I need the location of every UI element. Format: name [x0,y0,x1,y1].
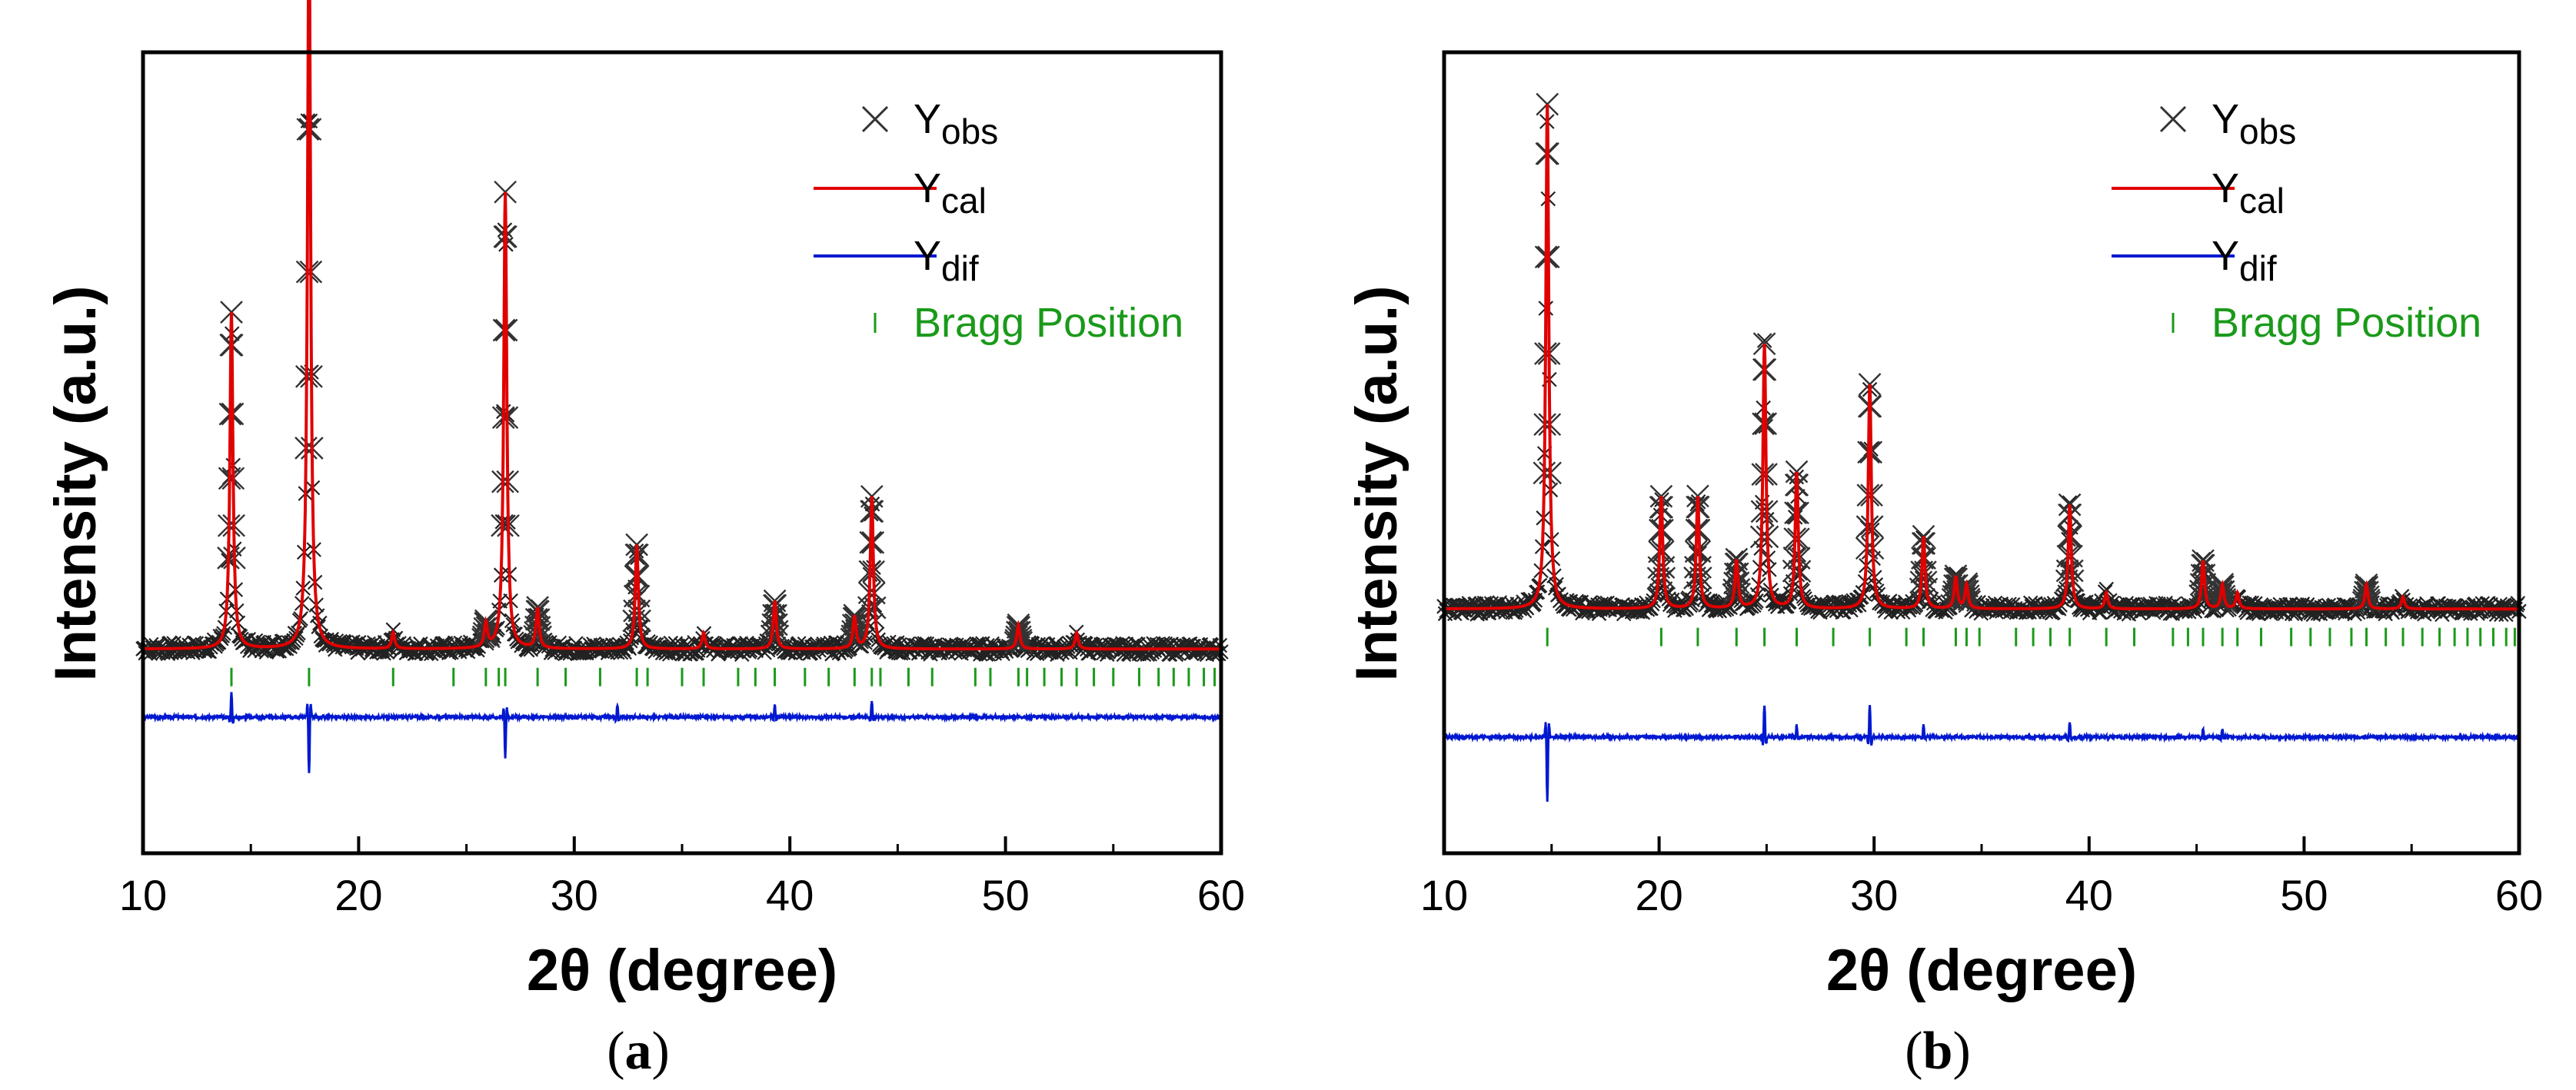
x-tick-label: 10 [1420,871,1468,919]
x-tick-label: 30 [551,871,598,919]
difference-line [1443,705,2520,802]
observed-series [1436,92,2527,623]
legend-label-main: Y [914,96,941,142]
legend-label-sub: cal [2239,181,2285,221]
x-tick-label: 40 [766,871,814,919]
panel-a: 10 20 30 40 50 60 2θ (degree) Intensity (a.u.) Y… [43,0,1245,1081]
legend-label-main: Bragg Position [914,300,1183,346]
legend-label: Yobs [914,96,998,151]
panel-label: (b) [1905,1022,1971,1081]
x-tick-label: 50 [981,871,1029,919]
legend-label-main: Y [2212,165,2239,211]
panel-label-letter: b [1923,1022,1953,1081]
calculated-line [1444,104,2519,611]
legend-marker-cross [861,105,889,133]
legend-label: Ycal [914,165,987,221]
panel-label-open: ( [607,1022,624,1081]
x-tick-label: 30 [1850,871,1898,919]
legend-label: Ydif [914,233,979,288]
legend-label: Yobs [2212,96,2296,151]
legend-label-main: Bragg Position [2212,300,2481,346]
x-tick-label: 10 [119,871,167,919]
x-tick-label: 20 [1635,871,1682,919]
x-axis-title: 2θ (degree) [527,938,837,1003]
legend-label-main: Y [2212,233,2239,279]
panel-label-open: ( [1905,1022,1922,1081]
difference-line [142,692,1222,773]
legend-label: Ydif [2212,233,2277,288]
y-axis-title: Intensity (a.u.) [43,285,108,681]
legend-label-sub: cal [941,181,987,221]
panel-b: 10 20 30 40 50 60 2θ (degree) Intensity (a.u.) Y… [1344,50,2543,1081]
x-tick-label: 60 [1197,871,1245,919]
x-tick-label: 50 [2280,871,2328,919]
panel-label-letter: a [625,1022,652,1081]
legend-label-main: Y [914,165,941,211]
legend-label-sub: dif [941,248,979,288]
legend-label: Bragg Position [2212,300,2481,346]
legend-label: Ycal [2212,165,2285,221]
x-axis-title: 2θ (degree) [1826,938,2137,1003]
legend-label-sub: obs [2239,111,2296,151]
calculated-line [143,0,1221,651]
legend-label-sub: obs [941,111,998,151]
x-tick-label: 60 [2495,871,2543,919]
x-tick-label: 40 [2065,871,2113,919]
plot-frame [1442,50,2521,856]
observed-points [1436,114,2527,623]
panel-label: (a) [607,1022,670,1081]
legend-label-main: Y [914,233,941,279]
x-tick-label: 20 [334,871,382,919]
legend-label-main: Y [2212,96,2239,142]
bragg-positions [1546,627,2516,646]
legend-label-sub: dif [2239,248,2277,288]
legend-label: Bragg Position [914,300,1183,346]
panel-label-close: ) [652,1022,670,1081]
bragg-positions [230,667,1216,686]
y-axis-title: Intensity (a.u.) [1344,285,1409,681]
panel-label-close: ) [1952,1022,1970,1081]
legend-marker-cross [2159,105,2187,133]
